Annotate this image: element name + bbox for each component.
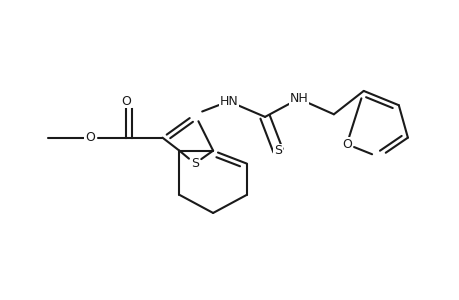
Text: S: S <box>274 144 281 157</box>
Text: S: S <box>190 157 198 170</box>
Text: O: O <box>121 95 131 108</box>
Text: O: O <box>341 138 351 151</box>
Text: NH: NH <box>289 92 308 105</box>
Text: HN: HN <box>219 95 238 108</box>
Text: O: O <box>84 131 95 144</box>
